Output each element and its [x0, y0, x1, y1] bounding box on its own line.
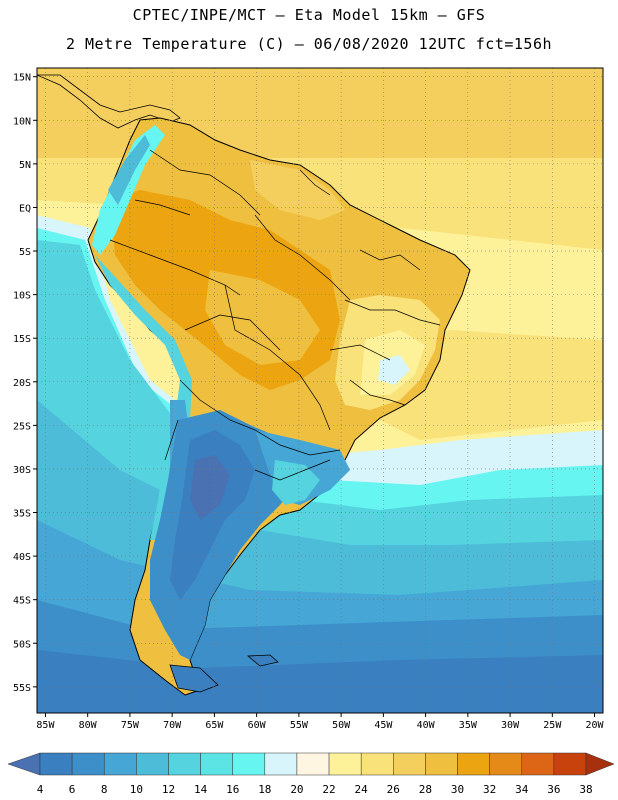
lon-tick-label: 70W: [163, 720, 182, 731]
colorbar-swatch: [39, 752, 73, 776]
lat-tick-label: 5S: [19, 247, 31, 258]
lat-tick-label: 10S: [13, 291, 31, 302]
lat-tick-label: 5N: [19, 160, 31, 171]
lat-tick-label: 45S: [13, 596, 31, 607]
colorbar-label: 36: [547, 783, 560, 796]
lat-tick-label: 30S: [13, 465, 31, 476]
colorbar-swatch: [136, 752, 169, 776]
colorbar-label: 32: [483, 783, 496, 796]
longitude-labels: 85W 80W 75W 70W 65W 60W 55W 50W 45W 40W 35W 30W 25W 2…: [36, 713, 605, 731]
lon-tick-label: 50W: [332, 720, 351, 731]
colorbar-high-arrow: [585, 752, 615, 776]
colorbar-swatch: [296, 752, 330, 776]
colorbar-label: 34: [515, 783, 529, 796]
colorbar-label: 6: [69, 783, 76, 796]
latitude-labels: 15N 10N 5N EQ 5S 10S 15S 20S 25S 30S 35S 40S 45S 50S 5…: [13, 73, 37, 694]
lat-tick-label: 20S: [13, 378, 31, 389]
colorbar-swatch: [425, 752, 458, 776]
lon-tick-label: 65W: [205, 720, 224, 731]
title-line-1: CPTEC/INPE/MCT – Eta Model 15km – GFS: [132, 6, 486, 24]
lat-tick-label: 15S: [13, 334, 31, 345]
colorbar-swatch: [393, 752, 426, 776]
lat-tick-label: 10N: [13, 116, 31, 127]
lat-tick-label: 35S: [13, 509, 31, 520]
colorbar-label: 18: [258, 783, 271, 796]
lat-tick-label: EQ: [19, 203, 31, 214]
lon-tick-label: 80W: [79, 720, 98, 731]
colorbar-swatch: [232, 752, 266, 776]
colorbar-swatch: [264, 752, 298, 776]
lon-tick-label: 25W: [543, 720, 562, 731]
colorbar-swatch: [553, 752, 587, 776]
colorbar-label: 24: [355, 783, 369, 796]
colorbar-swatch: [200, 752, 233, 776]
lon-tick-label: 60W: [248, 720, 267, 731]
colorbar-label: 38: [579, 783, 592, 796]
colorbar-label: 20: [290, 783, 303, 796]
colorbar-swatch: [71, 752, 105, 776]
lon-tick-label: 30W: [501, 720, 520, 731]
colorbar-swatch: [489, 752, 523, 776]
colorbar-swatch: [360, 752, 394, 776]
temperature-field: [37, 68, 603, 713]
lon-tick-label: 75W: [121, 720, 140, 731]
colorbar: 4 6 8 10 12 14 16 18 20 22 24 26 28 30 32 34 36 38: [7, 752, 615, 796]
lon-tick-label: 45W: [374, 720, 393, 731]
lat-tick-label: 15N: [13, 73, 31, 84]
lon-tick-label: 55W: [290, 720, 309, 731]
colorbar-swatch: [328, 752, 362, 776]
colorbar-swatch: [103, 752, 137, 776]
colorbar-label: 10: [130, 783, 143, 796]
lon-tick-label: 85W: [36, 720, 55, 731]
colorbar-label: 12: [162, 783, 175, 796]
colorbar-swatch: [521, 752, 555, 776]
colorbar-label: 14: [194, 783, 208, 796]
lat-tick-label: 50S: [13, 639, 31, 650]
colorbar-label: 4: [37, 783, 44, 796]
colorbar-label: 30: [451, 783, 464, 796]
map-frame: [36, 67, 604, 714]
colorbar-label: 16: [226, 783, 239, 796]
lat-tick-label: 55S: [13, 683, 31, 694]
colorbar-label: 8: [101, 783, 108, 796]
title-line-2: 2 Metre Temperature (C) – 06/08/2020 12U…: [65, 35, 553, 53]
colorbar-swatch: [457, 752, 490, 776]
lon-tick-label: 40W: [417, 720, 436, 731]
colorbar-low-arrow: [7, 752, 41, 776]
colorbar-label: 26: [387, 783, 400, 796]
lon-tick-label: 20W: [586, 720, 605, 731]
colorbar-swatch: [168, 752, 201, 776]
colorbar-label: 28: [419, 783, 432, 796]
colorbar-label: 22: [322, 783, 335, 796]
lat-tick-label: 25S: [13, 421, 31, 432]
lon-tick-label: 35W: [459, 720, 478, 731]
lat-tick-label: 40S: [13, 552, 31, 563]
